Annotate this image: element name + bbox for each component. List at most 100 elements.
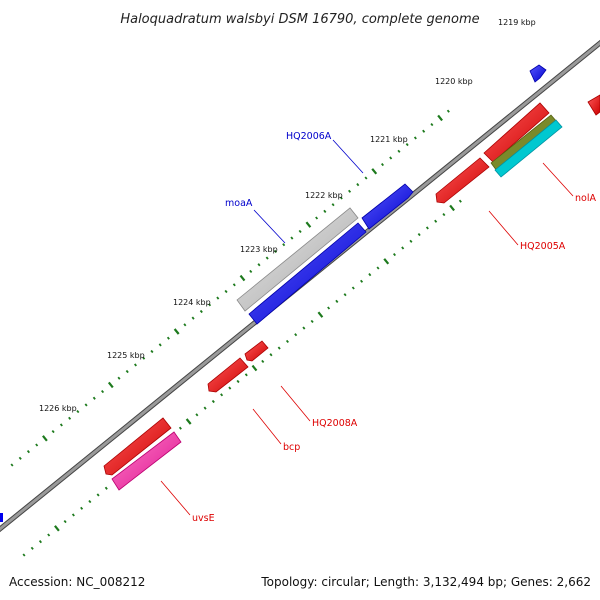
forward-gene-labels: HQ2006A moaA — [225, 131, 364, 244]
kbp-labels: 1219 kbp 1220 kbp 1221 kbp 1222 kbp 1223… — [39, 18, 536, 413]
gene-label-bcp[interactable]: bcp — [283, 442, 300, 453]
minor-tick — [298, 229, 302, 233]
minor-tick — [368, 273, 372, 277]
minor-tick — [413, 136, 417, 140]
minor-tick — [88, 500, 92, 504]
minor-tick — [71, 513, 75, 517]
tick-row-outer — [10, 109, 450, 467]
minor-tick — [133, 363, 138, 367]
minor-tick — [409, 239, 413, 243]
gene-forward-top[interactable] — [529, 64, 547, 83]
minor-tick — [376, 266, 380, 270]
minor-tick — [323, 209, 327, 213]
minor-tick — [76, 410, 80, 414]
major-tick — [251, 364, 258, 372]
gene-cyan-feature[interactable] — [494, 119, 563, 178]
forward-strand-genes — [0, 64, 547, 522]
minor-tick — [458, 199, 462, 203]
minor-tick — [47, 533, 51, 537]
kbp-label-1221: 1221 kbp — [370, 135, 408, 144]
minor-tick — [104, 486, 108, 490]
minor-tick — [277, 346, 281, 350]
minor-tick — [84, 403, 88, 407]
major-tick — [317, 311, 324, 318]
minor-tick — [59, 423, 63, 427]
minor-tick — [220, 393, 224, 397]
gene-moaA[interactable] — [248, 222, 367, 325]
minor-tick — [178, 426, 182, 430]
gene-label-nolA[interactable]: nolA — [575, 193, 596, 204]
minor-tick — [446, 109, 450, 113]
gene-label-HQ2005A[interactable]: HQ2005A — [520, 241, 566, 252]
kbp-label-1220: 1220 kbp — [435, 77, 473, 86]
minor-tick — [351, 286, 355, 290]
gene-label-uvsE[interactable]: uvsE — [192, 513, 215, 524]
minor-tick — [282, 243, 286, 247]
minor-tick — [125, 369, 129, 374]
minor-tick — [392, 253, 397, 257]
minor-tick — [63, 520, 67, 524]
gene-bcp[interactable] — [207, 357, 249, 393]
gene-HQ2006A[interactable] — [361, 183, 414, 230]
minor-tick — [51, 430, 55, 434]
kbp-label-1222: 1222 kbp — [305, 191, 343, 200]
minor-tick — [26, 450, 30, 454]
gene-pink-feature[interactable] — [111, 431, 182, 491]
minor-tick — [203, 406, 207, 410]
genome-summary-text: Topology: circular; Length: 3,132,494 bp… — [260, 575, 591, 589]
minor-tick — [364, 176, 368, 180]
minor-tick — [158, 343, 162, 347]
minor-tick — [38, 540, 42, 544]
minor-tick — [327, 306, 331, 310]
minor-tick — [294, 333, 298, 337]
kbp-label-1224: 1224 kbp — [173, 298, 211, 307]
minor-tick — [183, 323, 187, 327]
kbp-label-1226: 1226 kbp — [39, 404, 77, 413]
minor-tick — [422, 129, 426, 133]
gene-HQ2008A[interactable] — [244, 340, 269, 362]
minor-tick — [96, 493, 100, 497]
minor-tick — [269, 353, 273, 357]
kbp-label-1219: 1219 kbp — [498, 18, 536, 27]
gene-label-HQ2008A[interactable]: HQ2008A — [312, 418, 358, 429]
minor-tick — [348, 189, 352, 193]
major-tick — [42, 435, 48, 442]
major-tick — [239, 274, 246, 282]
minor-tick — [310, 319, 314, 323]
major-tick — [173, 328, 180, 335]
gene-HQ2005A[interactable] — [435, 157, 490, 204]
minor-tick — [18, 456, 22, 460]
gene-rna-grey[interactable] — [236, 207, 359, 312]
gene-uvsE[interactable] — [103, 417, 172, 476]
minor-tick — [343, 293, 347, 297]
major-tick — [449, 204, 455, 212]
gene-label-moaA[interactable]: moaA — [225, 198, 253, 209]
minor-tick — [425, 226, 429, 230]
minor-tick — [224, 289, 228, 294]
minor-tick — [380, 163, 385, 167]
minor-tick — [216, 296, 220, 300]
minor-tick — [244, 373, 248, 377]
gene-reverse-top[interactable] — [483, 102, 550, 163]
major-tick — [383, 258, 390, 265]
kbp-label-1225: 1225 kbp — [107, 351, 145, 360]
gene-label-HQ2006A[interactable]: HQ2006A — [286, 131, 332, 142]
minor-tick — [360, 279, 364, 283]
minor-tick — [150, 349, 154, 354]
minor-tick — [389, 156, 393, 160]
major-tick — [305, 221, 312, 228]
minor-tick — [249, 269, 253, 273]
major-tick — [54, 525, 60, 532]
minor-tick — [405, 143, 409, 147]
minor-tick — [35, 443, 39, 447]
minor-tick — [117, 376, 121, 380]
gene-nolA-edge[interactable] — [587, 94, 600, 116]
accession-text: Accession: NC_008212 — [9, 575, 145, 589]
minor-tick — [302, 326, 306, 330]
gene-forward-edge[interactable] — [0, 513, 3, 522]
minor-tick — [315, 216, 319, 220]
minor-tick — [199, 309, 203, 314]
major-tick — [107, 381, 114, 389]
minor-tick — [22, 553, 26, 557]
